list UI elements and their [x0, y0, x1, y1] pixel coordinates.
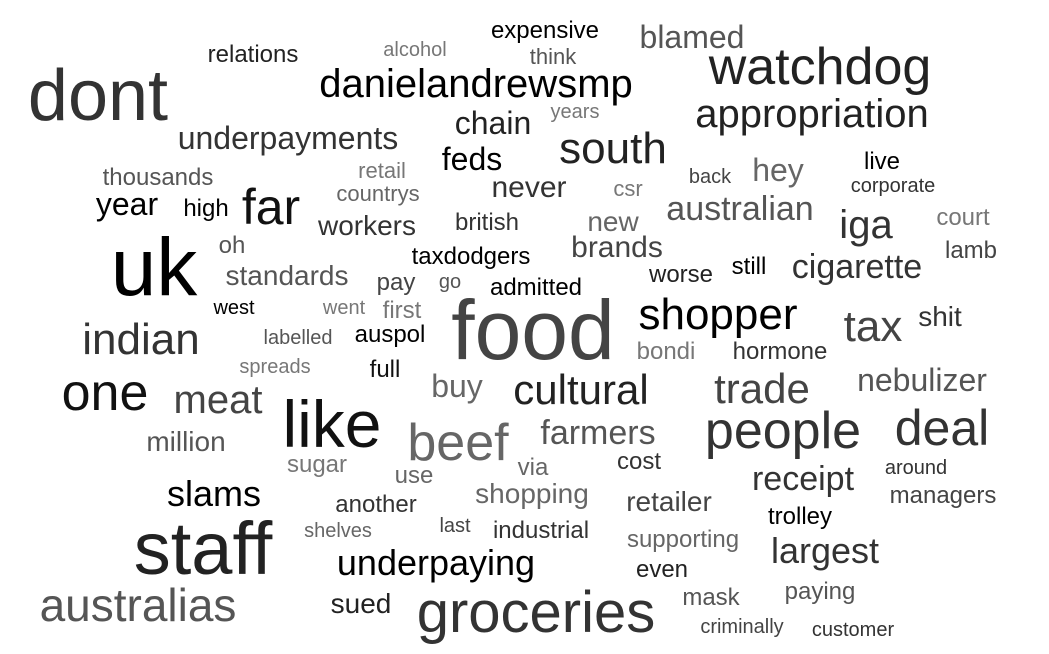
word-feds: feds: [441, 141, 503, 177]
word-trade: trade: [714, 365, 810, 412]
word-paying: paying: [784, 578, 856, 605]
word-people: people: [704, 402, 862, 460]
word-trolley: trolley: [767, 503, 833, 530]
word-shelves: shelves: [304, 520, 372, 542]
word-hormone: hormone: [732, 338, 828, 365]
word-brands: brands: [571, 231, 663, 264]
word-chain: chain: [454, 105, 532, 141]
word-bondi: bondi: [636, 338, 696, 365]
word-year: year: [95, 186, 159, 222]
word-beef: beef: [407, 414, 509, 472]
word-buy: buy: [431, 368, 483, 404]
word-australias: australias: [39, 579, 237, 631]
word-iga: iga: [839, 203, 893, 247]
word-danielandrewsmp: danielandrewsmp: [319, 62, 633, 106]
word-full: full: [369, 356, 401, 383]
word-admitted: admitted: [489, 274, 583, 301]
word-relations: relations: [207, 41, 299, 68]
word-australian: australian: [666, 190, 814, 228]
word-shit: shit: [918, 301, 962, 332]
word-appropriation: appropriation: [695, 92, 929, 136]
word-slams: slams: [166, 473, 262, 514]
word-far: far: [241, 179, 301, 235]
word-alcohol: alcohol: [383, 39, 447, 61]
word-british: british: [454, 209, 520, 236]
word-industrial: industrial: [492, 517, 590, 544]
word-auspol: auspol: [354, 321, 426, 348]
word-deal: deal: [894, 400, 990, 456]
word-tax: tax: [843, 302, 903, 351]
word-farmers: farmers: [540, 414, 656, 452]
word-still: still: [731, 253, 767, 280]
word-retailer: retailer: [626, 486, 712, 517]
word-think: think: [529, 44, 577, 69]
word-underpaying: underpaying: [336, 542, 536, 583]
word-retail: retail: [358, 158, 406, 183]
word-cost: cost: [616, 448, 662, 475]
word-never: never: [491, 171, 567, 204]
word-nebulizer: nebulizer: [857, 362, 987, 398]
word-indian: indian: [82, 315, 200, 364]
word-workers: workers: [317, 210, 417, 241]
word-pay: pay: [376, 269, 416, 296]
word-another: another: [335, 491, 417, 518]
word-cultural: cultural: [513, 366, 649, 413]
word-last: last: [439, 515, 471, 537]
word-customer: customer: [811, 619, 895, 641]
word-million: million: [146, 426, 226, 457]
word-largest: largest: [770, 530, 880, 571]
word-south: south: [559, 124, 667, 173]
word-worse: worse: [648, 261, 714, 288]
word-uk: uk: [110, 222, 198, 313]
word-watchdog: watchdog: [708, 38, 932, 96]
word-countrys: countrys: [336, 181, 420, 206]
word-first: first: [382, 297, 422, 324]
word-sugar: sugar: [286, 451, 348, 478]
word-sued: sued: [330, 588, 392, 619]
word-high: high: [183, 195, 229, 222]
word-thousands: thousands: [102, 164, 214, 191]
word-dont: dont: [27, 56, 169, 136]
word-underpayments: underpayments: [177, 120, 399, 156]
word-cigarette: cigarette: [791, 248, 923, 286]
word-expensive: expensive: [490, 17, 600, 44]
word-go: go: [438, 271, 462, 293]
word-new: new: [587, 206, 639, 237]
word-hey: hey: [752, 152, 804, 188]
word-groceries: groceries: [416, 580, 656, 645]
word-criminally: criminally: [700, 616, 784, 638]
word-around: around: [884, 457, 948, 479]
word-staff: staff: [133, 507, 273, 590]
word-standards: standards: [225, 260, 349, 291]
word-like: like: [282, 387, 382, 461]
word-meat: meat: [173, 378, 263, 422]
word-labelled: labelled: [263, 327, 333, 349]
word-csr: csr: [613, 176, 643, 201]
word-mask: mask: [682, 584, 740, 611]
word-back: back: [688, 166, 732, 188]
word-live: live: [863, 148, 901, 175]
word-corporate: corporate: [850, 175, 936, 197]
word-shopper: shopper: [638, 290, 798, 339]
word-taxdodgers: taxdodgers: [411, 243, 531, 270]
word-managers: managers: [889, 482, 997, 509]
word-receipt: receipt: [751, 460, 855, 498]
word-went: went: [322, 297, 366, 319]
word-via: via: [517, 454, 549, 481]
word-even: even: [635, 556, 689, 583]
word-west: west: [213, 297, 255, 319]
word-lamb: lamb: [944, 237, 998, 264]
word-food: food: [451, 283, 615, 377]
word-use: use: [394, 462, 434, 489]
word-supporting: supporting: [626, 526, 740, 553]
word-one: one: [61, 364, 149, 422]
word-spreads: spreads: [239, 356, 311, 378]
word-years: years: [550, 101, 600, 123]
word-court: court: [936, 204, 990, 231]
word-oh: oh: [218, 232, 246, 259]
word-shopping: shopping: [475, 478, 589, 509]
word-blamed: blamed: [639, 19, 745, 55]
